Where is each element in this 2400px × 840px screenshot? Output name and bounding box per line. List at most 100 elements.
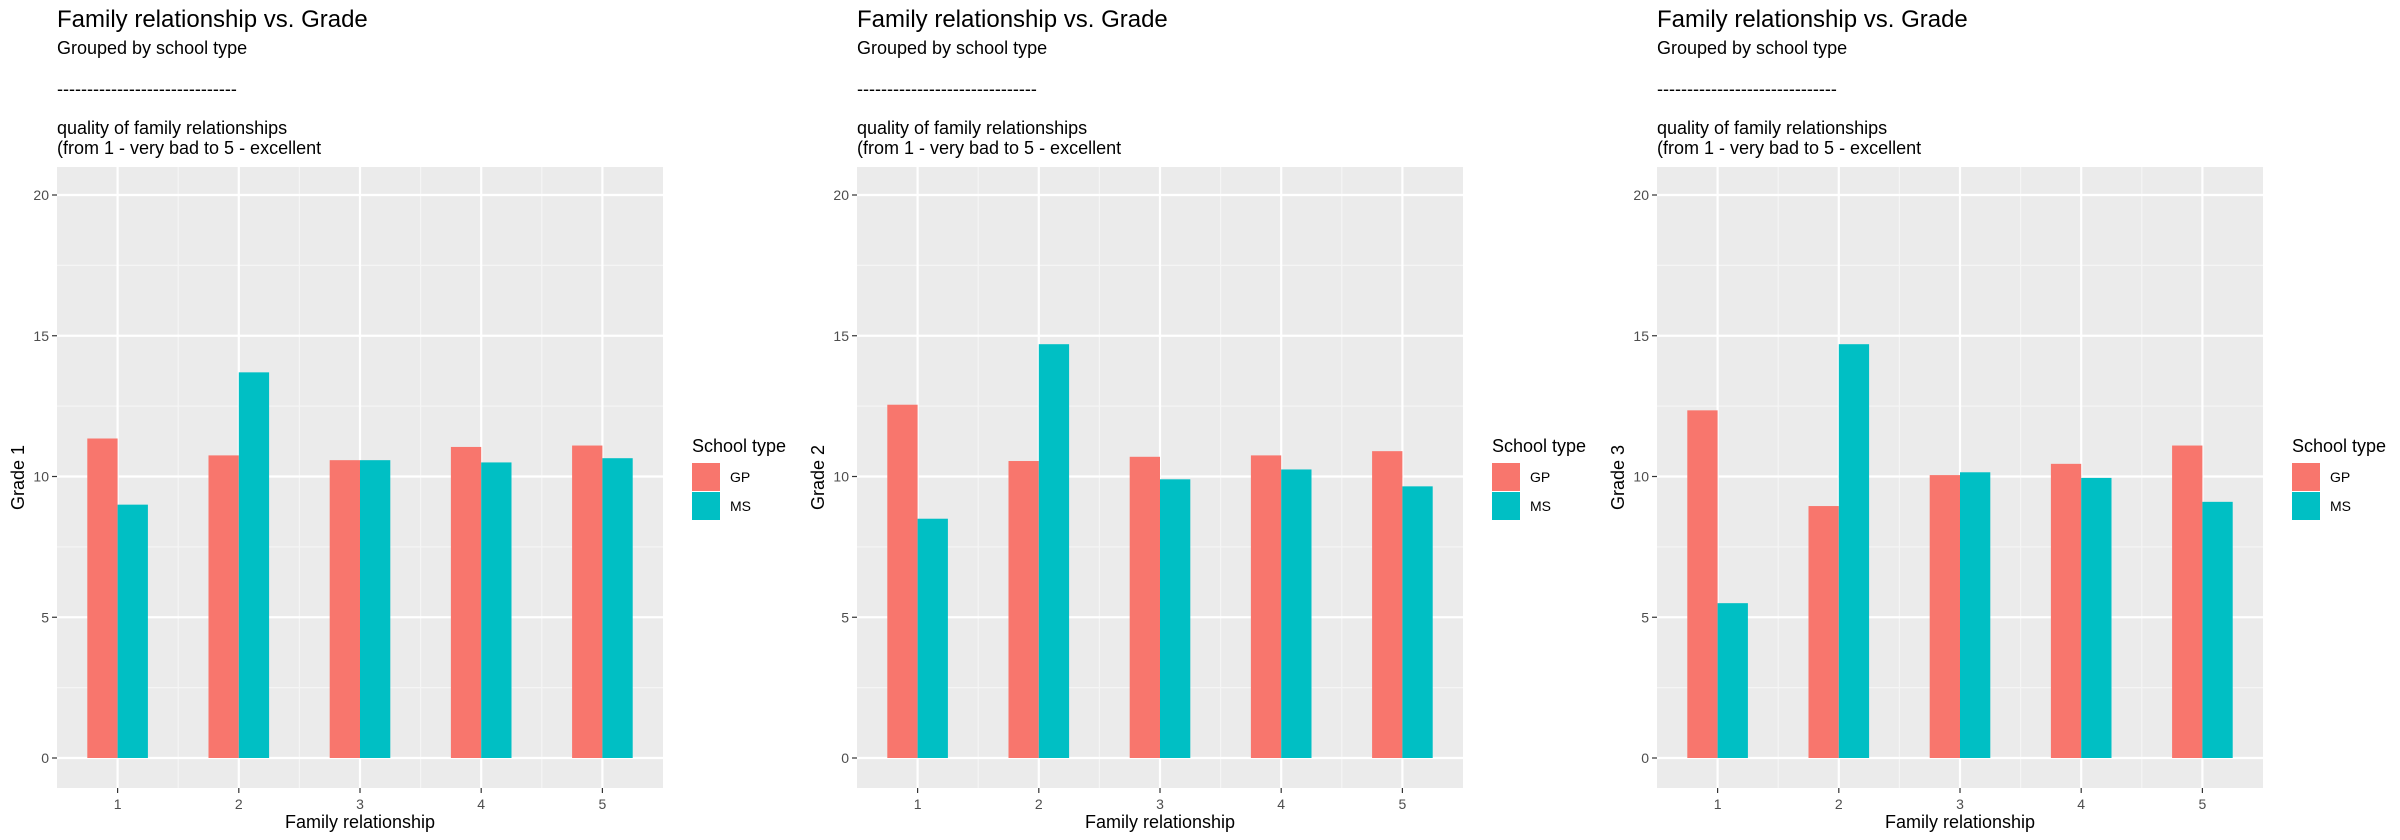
bar-ms-5 [602,458,633,758]
bar-ms-1 [1717,603,1748,758]
legend-key-ms [2292,492,2320,520]
legend-title: School type [2292,436,2386,456]
y-tick-label: 5 [841,609,849,625]
chart-title: Family relationship vs. Grade [1657,6,1968,33]
legend-label-ms: MS [2330,498,2351,514]
bar-gp-3 [329,460,360,758]
chart-title: Family relationship vs. Grade [57,6,368,33]
bar-ms-3 [360,460,391,758]
chart-subtitle-line: ------------------------------ [57,79,237,99]
y-tick-label: 15 [833,328,849,344]
legend-label-gp: GP [730,469,750,485]
bar-ms-2 [1838,344,1870,758]
chart-subtitle-line: quality of family relationships [1657,118,1887,138]
x-tick-label: 3 [1156,796,1164,812]
bar-gp-3 [1129,456,1160,758]
y-tick-label: 0 [841,750,849,766]
chart-subtitle-line: (from 1 - very bad to 5 - excellent [57,138,321,158]
bar-ms-1 [117,504,148,758]
chart-subtitle-line: ------------------------------ [857,79,1037,99]
chart-subtitle-line: (from 1 - very bad to 5 - excellent [857,138,1121,158]
bar-ms-4 [1281,469,1312,758]
bar-gp-1 [87,438,118,758]
chart-panel-3: Family relationship vs. Grade Grouped by … [1608,6,2386,832]
bar-ms-5 [1402,486,1433,758]
x-axis-title: Family relationship [285,812,435,832]
x-tick-label: 3 [356,796,364,812]
bar-gp-1 [887,404,918,758]
bar-gp-2 [208,455,239,758]
chart-title: Family relationship vs. Grade [857,6,1168,33]
y-tick-label: 15 [1633,328,1649,344]
legend-title: School type [1492,436,1586,456]
chart-subtitle-line: quality of family relationships [57,118,287,138]
chart-panel-2: Family relationship vs. Grade Grouped by … [808,6,1586,832]
y-tick-label: 10 [833,469,849,485]
bar-gp-2 [1008,461,1039,758]
bar-ms-2 [1038,344,1070,758]
chart-subtitle-line: quality of family relationships [857,118,1087,138]
x-tick-label: 5 [2199,796,2207,812]
y-axis-title: Grade 1 [8,445,28,510]
y-tick-label: 10 [1633,469,1649,485]
y-tick-label: 20 [833,187,849,203]
x-axis-title: Family relationship [1885,812,2035,832]
legend-label-gp: GP [2330,469,2350,485]
bar-ms-4 [2081,477,2112,758]
legend-label-ms: MS [730,498,751,514]
bar-ms-5 [2202,501,2233,758]
chart-panel-1: Family relationship vs. Grade Grouped by … [8,6,786,832]
bar-gp-3 [1929,475,1960,758]
chart-subtitle-line: Grouped by school type [857,38,1047,58]
bar-ms-3 [1960,472,1991,758]
x-tick-label: 1 [914,796,922,812]
x-axis-title: Family relationship [1085,812,1235,832]
y-tick-label: 0 [1641,750,1649,766]
bar-gp-1 [1687,410,1718,758]
x-tick-label: 4 [1277,796,1285,812]
y-tick-label: 20 [33,187,49,203]
bar-gp-4 [450,446,482,758]
y-tick-label: 20 [1633,187,1649,203]
legend-label-gp: GP [1530,469,1550,485]
x-tick-label: 2 [1835,796,1843,812]
bar-gp-4 [2050,463,2082,758]
legend-key-gp [2292,463,2320,491]
legend-label-ms: MS [1530,498,1551,514]
chart-subtitle-line: Grouped by school type [57,38,247,58]
bar-ms-2 [238,372,270,758]
chart-subtitle-line: ------------------------------ [1657,79,1837,99]
y-axis-title: Grade 2 [808,445,828,510]
y-tick-label: 10 [33,469,49,485]
y-tick-label: 0 [41,750,49,766]
legend-key-gp [1492,463,1520,491]
x-tick-label: 2 [1035,796,1043,812]
chart-subtitle-line: Grouped by school type [1657,38,1847,58]
y-tick-label: 5 [1641,609,1649,625]
y-tick-label: 5 [41,609,49,625]
bar-gp-5 [572,445,603,758]
x-tick-label: 4 [2077,796,2085,812]
x-tick-label: 2 [235,796,243,812]
legend-key-gp [692,463,720,491]
y-tick-label: 15 [33,328,49,344]
bar-ms-1 [917,518,948,758]
x-tick-label: 5 [599,796,607,812]
legend-key-ms [1492,492,1520,520]
legend-key-ms [692,492,720,520]
x-tick-label: 1 [1714,796,1722,812]
y-axis-title: Grade 3 [1608,445,1628,510]
x-tick-label: 3 [1956,796,1964,812]
bar-ms-3 [1160,479,1191,758]
x-tick-label: 1 [114,796,122,812]
chart-subtitle-line: (from 1 - very bad to 5 - excellent [1657,138,1921,158]
bar-gp-5 [1372,451,1403,758]
bar-gp-2 [1808,506,1839,758]
x-tick-label: 4 [477,796,485,812]
bar-gp-4 [1250,455,1282,758]
legend-title: School type [692,436,786,456]
bar-gp-5 [2172,445,2203,758]
bar-ms-4 [481,462,512,758]
x-tick-label: 5 [1399,796,1407,812]
